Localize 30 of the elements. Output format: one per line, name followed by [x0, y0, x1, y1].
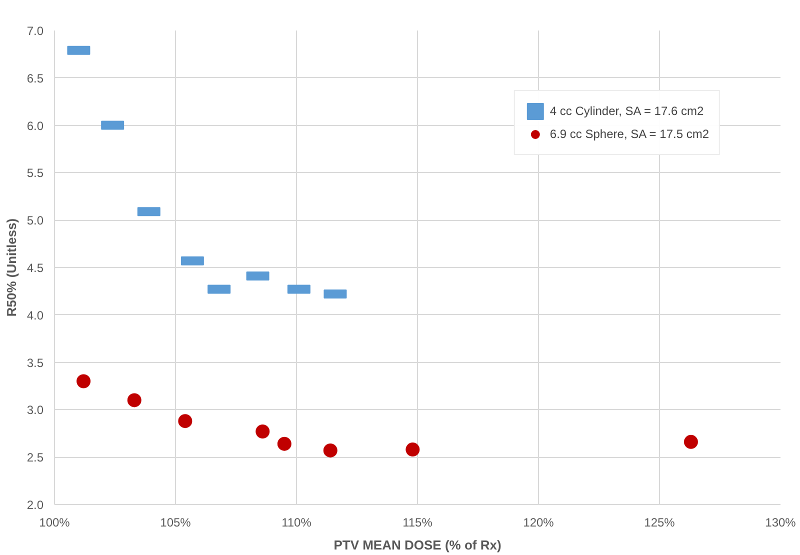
x-tick-label: 125% — [644, 516, 676, 530]
legend-label: 4 cc Cylinder, SA = 17.6 cm2 — [550, 104, 704, 118]
x-tick-label: 105% — [160, 516, 192, 530]
y-tick-label: 3.5 — [26, 356, 44, 370]
y-tick-label: 5.0 — [26, 214, 44, 228]
legend-label: 6.9 cc Sphere, SA = 17.5 cm2 — [550, 127, 709, 141]
x-tick-label: 115% — [402, 516, 433, 530]
point — [684, 434, 698, 449]
point — [178, 414, 192, 428]
y-tick-label: 2.5 — [26, 450, 44, 465]
x-tick-label: 100% — [39, 516, 70, 530]
point — [76, 374, 91, 388]
y-axis-title: R50% (Unitless) — [4, 218, 19, 317]
x-tick-label: 120% — [523, 516, 554, 530]
point — [323, 443, 338, 458]
y-tick-label: 7.0 — [26, 24, 44, 38]
point — [406, 442, 420, 457]
x-tick-label: 130% — [765, 516, 796, 530]
y-tick-label: 6.0 — [26, 118, 44, 133]
y-tick-label: 4.0 — [26, 308, 44, 322]
y-tick-label: 3.0 — [26, 403, 44, 418]
x-tick-label: 110% — [282, 516, 312, 530]
x-axis-title: PTV MEAN DOSE (% of Rx) — [334, 538, 502, 552]
y-tick-label: 5.5 — [26, 166, 44, 180]
y-tick-label: 4.5 — [26, 261, 44, 275]
point — [127, 393, 142, 408]
y-tick-label: 2.0 — [26, 498, 44, 512]
y-tick-label: 6.5 — [26, 71, 44, 86]
point — [277, 436, 292, 451]
point — [256, 424, 270, 438]
